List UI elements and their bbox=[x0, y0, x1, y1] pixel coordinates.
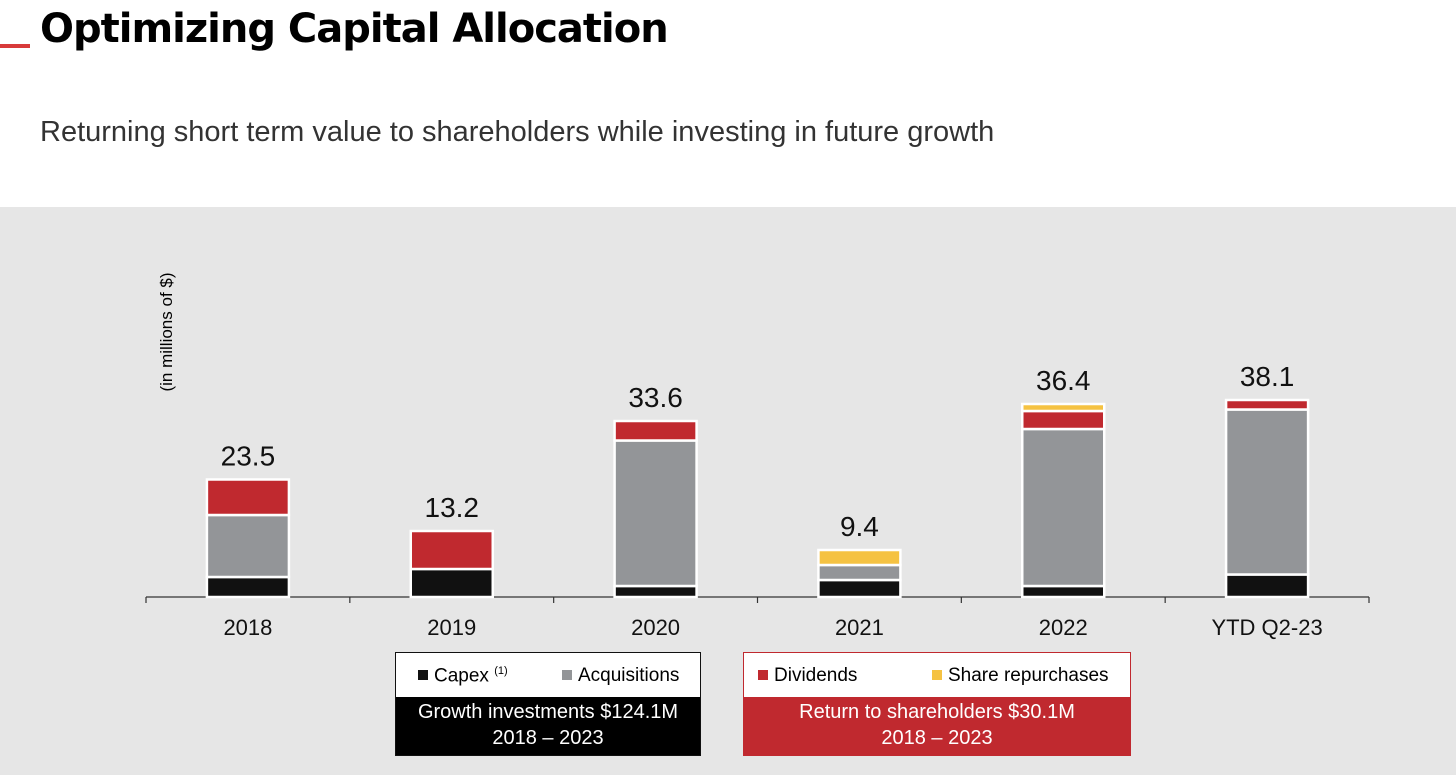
legend-swatch-acquisitions bbox=[562, 670, 572, 680]
growth-investments-banner: Growth investments $124.1M 2018 – 2023 bbox=[396, 697, 700, 755]
x-tick-label: 2019 bbox=[427, 615, 476, 640]
legend-swatch-dividends bbox=[758, 670, 768, 680]
x-tick-label: 2020 bbox=[631, 615, 680, 640]
legend-swatch-capex bbox=[418, 670, 428, 681]
bar-segment-dividends bbox=[1224, 398, 1310, 411]
title-accent-dash bbox=[0, 44, 30, 48]
bar-segment-acquisitions bbox=[817, 563, 902, 582]
bar-segment-acquisitions bbox=[205, 513, 291, 579]
legend-item-acquisitions: Acquisitions bbox=[562, 665, 679, 687]
legend-growth-investments: Capex (1) Acquisitions Growth investment… bbox=[395, 652, 701, 756]
bar-segment-dividends bbox=[205, 478, 291, 517]
stacked-bar-chart: 23.5 2018 13.2 2019 33.6 2020 9.4 2021 36.4 2022 3… bbox=[145, 361, 1370, 640]
growth-banner-line1: Growth investments $124.1M bbox=[417, 701, 679, 723]
bar-total-label: 33.6 bbox=[628, 382, 683, 413]
page-title: Optimizing Capital Allocation bbox=[40, 6, 669, 52]
returns-banner-line1: Return to shareholders $30.1M bbox=[799, 701, 1075, 723]
x-tick-label: 2018 bbox=[223, 615, 272, 640]
x-tick-label: YTD Q2-23 bbox=[1211, 615, 1322, 640]
bar-segment-acquisitions bbox=[613, 439, 698, 588]
returns-banner-line2: 2018 – 2023 bbox=[881, 727, 993, 749]
bar-segment-acquisitions bbox=[1021, 427, 1106, 588]
bar-total-label: 36.4 bbox=[1036, 365, 1091, 396]
bar-segment-capex bbox=[613, 584, 698, 599]
bar-segment-share_repurchases bbox=[1021, 402, 1106, 413]
legend-label-share-repurchases: Share repurchases bbox=[948, 665, 1109, 686]
bar-segment-capex bbox=[1224, 573, 1310, 599]
legend-label-capex: Capex bbox=[434, 665, 489, 687]
bar-segment-dividends bbox=[409, 529, 494, 571]
growth-banner-line2: 2018 – 2023 bbox=[492, 727, 604, 749]
legend-footnote-marker: (1) bbox=[494, 665, 508, 677]
y-axis-label: (in millions of $) bbox=[157, 272, 176, 392]
bar-segment-capex bbox=[1021, 584, 1106, 599]
page-subtitle: Returning short term value to shareholde… bbox=[40, 116, 995, 148]
bar-segment-capex bbox=[817, 578, 902, 599]
legend-swatch-share-repurchases bbox=[932, 670, 942, 680]
legend-label-acquisitions: Acquisitions bbox=[578, 665, 680, 686]
bar-total-label: 9.4 bbox=[840, 511, 879, 542]
bar-segment-capex bbox=[205, 575, 291, 599]
bar-total-label: 13.2 bbox=[425, 492, 480, 523]
chart-panel: 23.5 2018 13.2 2019 33.6 2020 9.4 2021 36.4 2022 3… bbox=[0, 207, 1456, 775]
bar-total-label: 23.5 bbox=[221, 441, 276, 472]
x-tick-label: 2022 bbox=[1039, 615, 1088, 640]
legend-label-dividends: Dividends bbox=[774, 665, 858, 686]
bar-segment-share_repurchases bbox=[817, 548, 902, 567]
bar-segment-capex bbox=[409, 567, 494, 599]
legend-item-dividends: Dividends bbox=[758, 665, 857, 687]
legend-item-share-repurchases: Share repurchases bbox=[932, 665, 1109, 687]
bar-segment-dividends bbox=[1021, 409, 1106, 431]
x-tick-label: 2021 bbox=[835, 615, 884, 640]
bar-segment-dividends bbox=[613, 419, 698, 442]
shareholder-returns-banner: Return to shareholders $30.1M 2018 – 202… bbox=[744, 697, 1130, 755]
legend-item-capex: Capex (1) bbox=[418, 665, 508, 687]
bar-segment-acquisitions bbox=[1224, 408, 1310, 576]
legend-shareholder-returns: Dividends Share repurchases Return to sh… bbox=[743, 652, 1131, 756]
bar-total-label: 38.1 bbox=[1240, 361, 1295, 392]
